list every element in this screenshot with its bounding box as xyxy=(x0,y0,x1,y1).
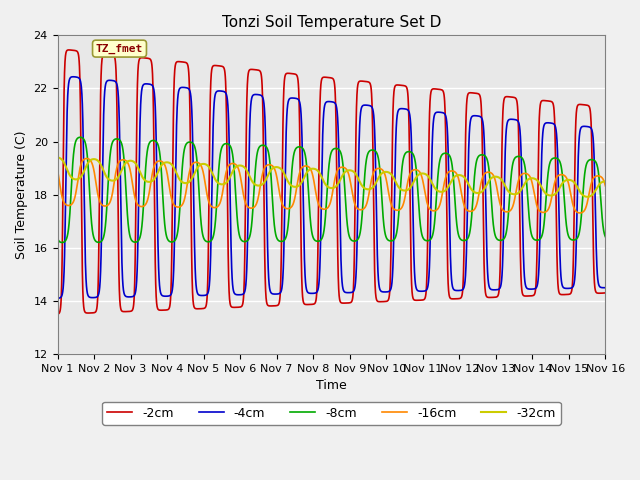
-8cm xyxy=(54,236,61,241)
-32cm xyxy=(385,169,392,175)
-2cm xyxy=(54,311,61,317)
-2cm xyxy=(395,82,403,88)
-32cm xyxy=(207,167,214,172)
-8cm xyxy=(395,212,403,218)
Text: TZ_fmet: TZ_fmet xyxy=(96,44,143,54)
-16cm xyxy=(54,167,61,173)
-32cm xyxy=(584,194,591,200)
-2cm xyxy=(602,290,609,296)
Line: -8cm: -8cm xyxy=(58,137,605,242)
Legend: -2cm, -4cm, -8cm, -16cm, -32cm: -2cm, -4cm, -8cm, -16cm, -32cm xyxy=(102,402,561,425)
-8cm xyxy=(385,238,393,243)
-32cm xyxy=(394,184,402,190)
-4cm xyxy=(207,252,214,258)
-4cm xyxy=(601,285,609,290)
-32cm xyxy=(171,167,179,173)
-4cm xyxy=(550,121,557,127)
-2cm xyxy=(65,47,73,53)
-8cm xyxy=(602,234,609,240)
-4cm xyxy=(54,295,61,301)
-8cm xyxy=(550,155,557,161)
-32cm xyxy=(54,155,61,160)
-32cm xyxy=(550,192,557,198)
-16cm xyxy=(602,183,609,189)
-2cm xyxy=(601,290,609,296)
-4cm xyxy=(602,285,609,290)
-2cm xyxy=(385,295,393,301)
-2cm xyxy=(207,83,214,88)
Line: -2cm: -2cm xyxy=(58,50,605,314)
-32cm xyxy=(602,179,609,184)
-4cm xyxy=(395,107,403,113)
-16cm xyxy=(550,185,557,191)
Line: -32cm: -32cm xyxy=(58,157,605,197)
Title: Tonzi Soil Temperature Set D: Tonzi Soil Temperature Set D xyxy=(222,15,441,30)
-8cm xyxy=(58,240,66,245)
-32cm xyxy=(601,179,609,184)
Line: -4cm: -4cm xyxy=(58,77,605,298)
-4cm xyxy=(385,288,393,294)
Line: -16cm: -16cm xyxy=(58,158,605,213)
-8cm xyxy=(207,238,214,244)
X-axis label: Time: Time xyxy=(316,379,347,392)
-16cm xyxy=(602,182,609,188)
-16cm xyxy=(172,203,179,209)
-4cm xyxy=(172,205,179,211)
-8cm xyxy=(172,237,179,243)
-2cm xyxy=(172,64,179,70)
-8cm xyxy=(602,234,609,240)
-2cm xyxy=(550,102,557,108)
-16cm xyxy=(385,192,393,197)
-4cm xyxy=(69,74,77,80)
-16cm xyxy=(576,210,584,216)
-16cm xyxy=(395,207,403,213)
-8cm xyxy=(76,134,84,140)
Y-axis label: Soil Temperature (C): Soil Temperature (C) xyxy=(15,131,28,259)
-16cm xyxy=(83,156,90,161)
-16cm xyxy=(207,203,214,208)
